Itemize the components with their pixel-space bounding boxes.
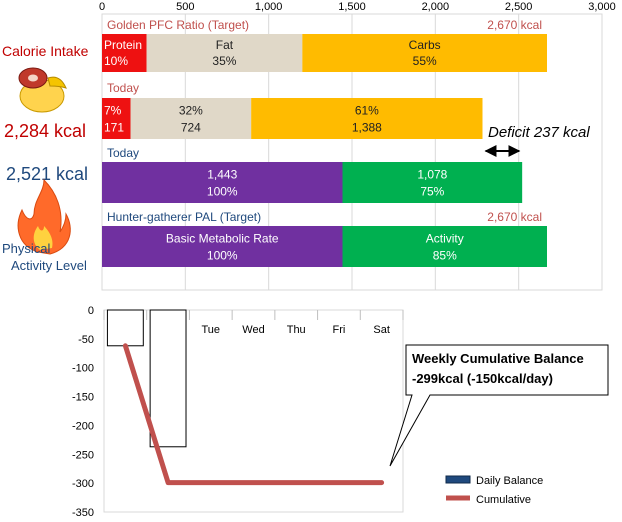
- category-label: Wed: [242, 324, 264, 336]
- segment-label-bottom: 55%: [413, 54, 437, 68]
- segment-label-top: 61%: [355, 103, 379, 117]
- bar-segment: [102, 226, 343, 267]
- x-tick-label: 500: [176, 1, 194, 13]
- weekly-chart-bars: [106, 309, 187, 448]
- y-tick-label: -200: [72, 420, 94, 432]
- segment-label-top: 1,443: [207, 167, 237, 181]
- pal-label-line2: Activity Level: [11, 258, 87, 273]
- y-tick-label: -300: [72, 478, 94, 490]
- weekly-chart-y-axis: 0 -50 -100 -150 -200 -250 -300 -350: [72, 305, 94, 519]
- weekly-callout: Weekly Cumulative Balance -299kcal (-150k…: [389, 344, 609, 467]
- row-title: Today: [107, 146, 139, 160]
- pal-label-line1: Physical: [2, 241, 51, 256]
- segment-label-top: 1,078: [417, 167, 447, 181]
- segment-label-bottom: 724: [181, 121, 201, 135]
- bar-segment: [342, 226, 547, 267]
- bar-segment: [130, 98, 252, 139]
- bar-segment: [251, 98, 483, 139]
- callout-line2: -299kcal (-150kcal/day): [412, 371, 553, 386]
- bar-segment: [102, 98, 131, 139]
- segment-label-top: 32%: [179, 103, 203, 117]
- top-chart-rows: Golden PFC Ratio (Target) 2,670 kcal Prote…: [102, 18, 547, 267]
- segment-label-bottom: 35%: [212, 54, 236, 68]
- deficit-label: Deficit 237 kcal: [488, 124, 590, 141]
- row-title: Hunter-gatherer PAL (Target): [107, 210, 261, 224]
- deficit-annotation: Deficit 237 kcal: [484, 124, 590, 157]
- legend-swatch-daily: [445, 475, 471, 484]
- y-tick-label: -100: [72, 363, 94, 375]
- fire-icon: [17, 178, 71, 255]
- weekly-chart-line: [122, 343, 385, 486]
- segment-label-top: Carbs: [409, 38, 441, 52]
- legend-label-cumulative: Cumulative: [476, 494, 531, 506]
- segment-label-bottom: 10%: [104, 54, 128, 68]
- bar-segment: [342, 162, 523, 203]
- segment-label-bottom: 171: [104, 121, 124, 135]
- daily-balance-bar: [149, 309, 187, 448]
- legend-label-daily: Daily Balance: [476, 475, 543, 487]
- x-tick-label: 3,000: [588, 1, 616, 13]
- daily-balance-bar: [106, 309, 144, 347]
- x-tick-label: 1,500: [338, 1, 366, 13]
- expense-value: 2,521 kcal: [6, 164, 88, 184]
- cumulative-line: [122, 343, 385, 486]
- row-total-label: 2,670 kcal: [487, 18, 542, 32]
- calorie-intake-label: Calorie Intake: [2, 43, 89, 59]
- intake-value: 2,284 kcal: [4, 121, 86, 141]
- bar-segment: [102, 34, 147, 72]
- segment-label-top: Protein: [104, 38, 142, 52]
- row-total-label: 2,670 kcal: [487, 210, 542, 224]
- y-tick-label: -50: [78, 334, 94, 346]
- segment-label-top: Fat: [216, 38, 234, 52]
- y-tick-label: -250: [72, 449, 94, 461]
- category-label: Thu: [287, 324, 306, 336]
- segment-label-bottom: 85%: [433, 249, 457, 263]
- segment-label-top: 7%: [104, 103, 122, 117]
- segment-label-top: Activity: [426, 231, 464, 245]
- bar-row: Today 7% 171 32% 724 61% 1,388: [102, 81, 483, 139]
- bar-segment: [102, 162, 343, 203]
- weekly-legend: Daily Balance Cumulative: [445, 475, 543, 506]
- row-title: Today: [107, 81, 139, 95]
- x-tick-label: 2,500: [505, 1, 533, 13]
- bar-row: Golden PFC Ratio (Target) 2,670 kcal Prote…: [102, 18, 547, 72]
- segment-label-bottom: 100%: [207, 185, 238, 199]
- bar-segment: [146, 34, 303, 72]
- segment-label-bottom: 100%: [207, 249, 238, 263]
- y-tick-label: -150: [72, 392, 94, 404]
- y-tick-label: -350: [72, 507, 94, 519]
- segment-label-bottom: 75%: [420, 185, 444, 199]
- x-tick-label: 1,000: [255, 1, 283, 13]
- food-icon: [18, 67, 67, 113]
- category-label: Tue: [202, 324, 221, 336]
- y-tick-label: 0: [88, 305, 94, 317]
- segment-label-bottom: 1,388: [352, 121, 382, 135]
- bar-row: Hunter-gatherer PAL (Target) 2,670 kcal Ba…: [102, 210, 547, 267]
- segment-label-top: Basic Metabolic Rate: [166, 231, 279, 245]
- category-label: Sat: [373, 324, 390, 336]
- x-tick-label: 0: [99, 1, 105, 13]
- callout-box: [389, 344, 609, 467]
- callout-line1: Weekly Cumulative Balance: [412, 351, 584, 366]
- category-label: Fri: [333, 324, 346, 336]
- bar-segment: [302, 34, 547, 72]
- row-title: Golden PFC Ratio (Target): [107, 18, 249, 32]
- bar-row: Today 1,443 100% 1,078 75%: [102, 146, 523, 203]
- top-chart-x-ticks: 0 500 1,000 1,500 2,000 2,500 3,000: [99, 1, 616, 13]
- x-tick-label: 2,000: [422, 1, 450, 13]
